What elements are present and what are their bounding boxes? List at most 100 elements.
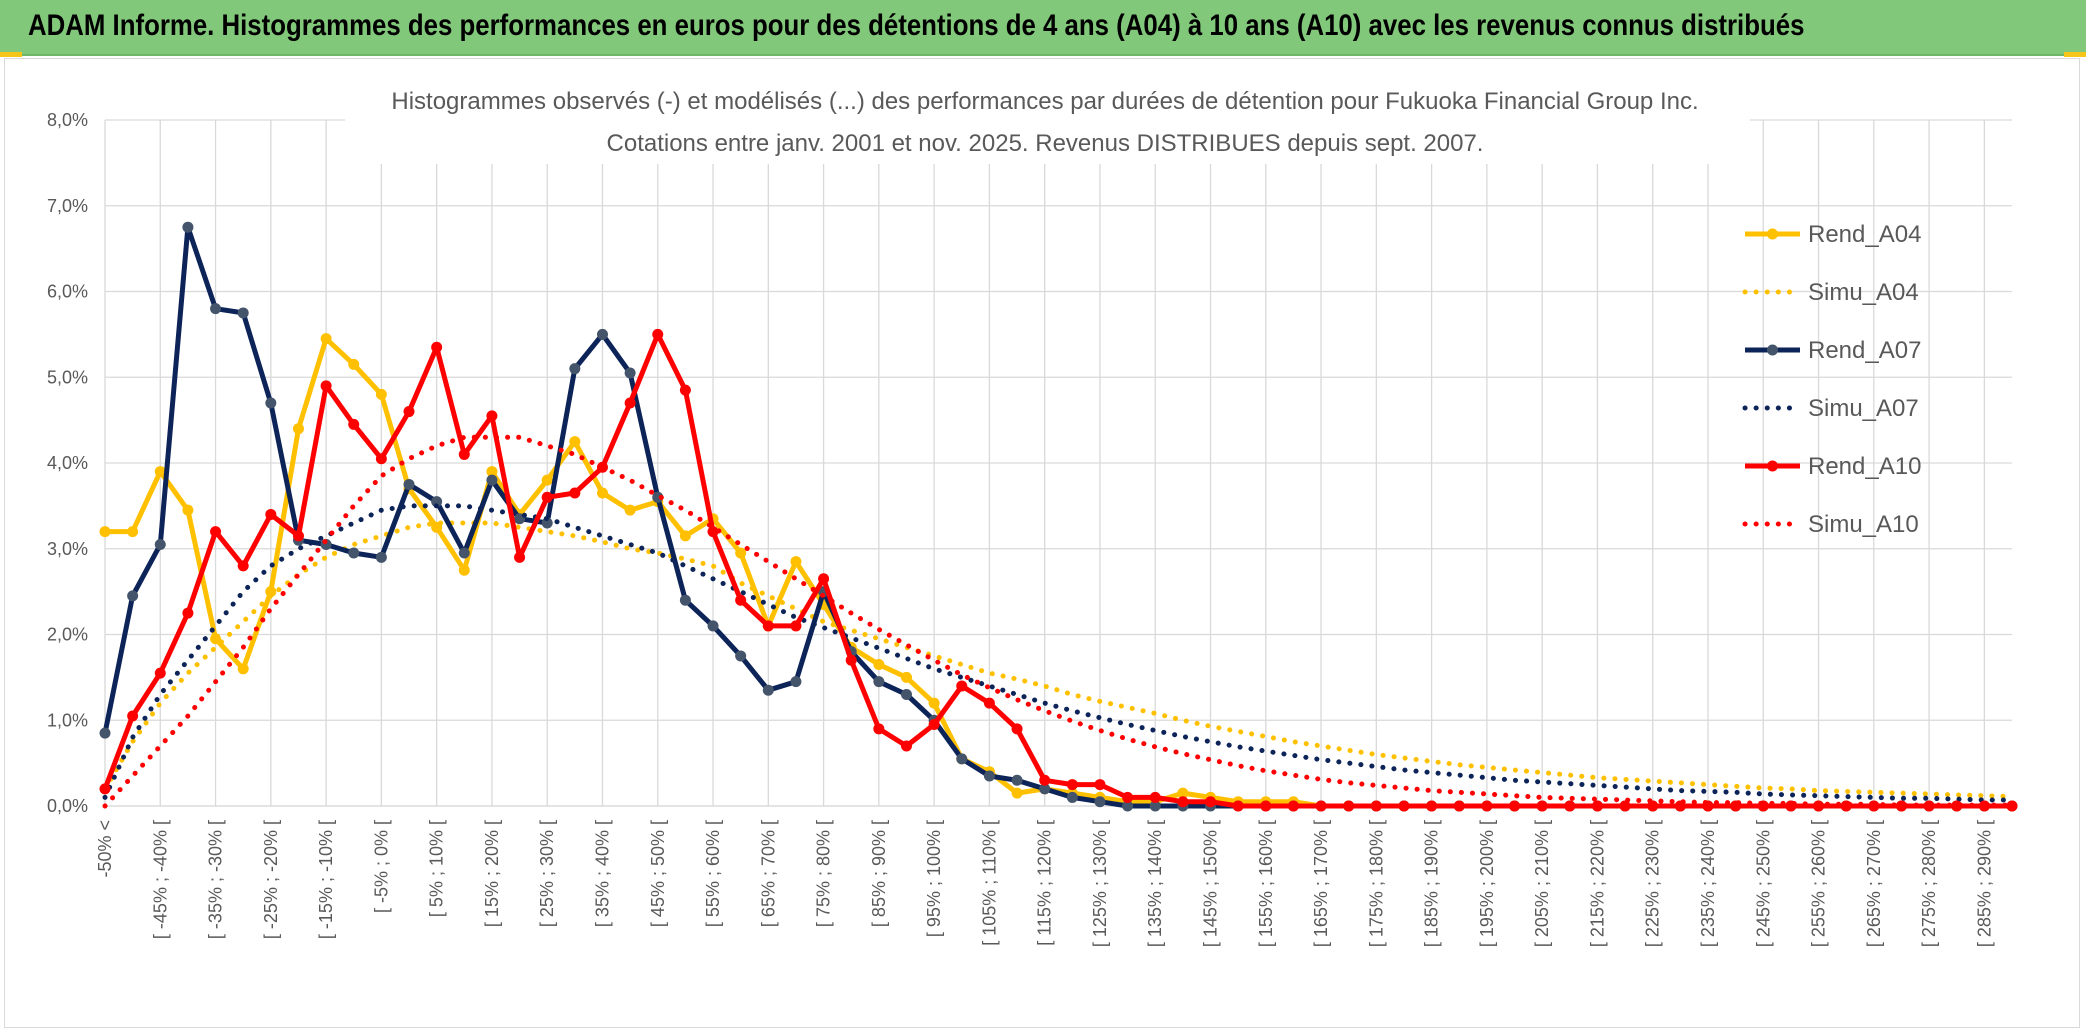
data-point: [99, 783, 111, 795]
y-tick-label: 2,0%: [47, 625, 88, 645]
x-tick-label: [ -45% ; -40% [: [150, 820, 170, 939]
data-point: [873, 723, 885, 735]
data-point: [1564, 800, 1576, 812]
data-point: [569, 363, 581, 375]
series-line-simu_a04: [102, 520, 2015, 800]
legend-item-rend_a04[interactable]: Rend_A04: [1745, 221, 1921, 248]
data-point: [1122, 800, 1134, 812]
series-line-rend_a04: [105, 336, 2012, 809]
legend-marker-rend_a04: [1767, 228, 1778, 240]
data-point: [1509, 800, 1521, 812]
data-point: [320, 380, 332, 392]
data-point: [320, 333, 332, 345]
legend-item-rend_a07[interactable]: Rend_A07: [1745, 337, 1921, 364]
data-point: [1066, 791, 1078, 803]
data-point: [900, 671, 912, 683]
data-point: [983, 697, 995, 709]
data-point: [154, 466, 166, 478]
x-tick-label: [ 85% ; 90% [: [869, 820, 889, 927]
data-point: [1177, 796, 1189, 808]
legend[interactable]: Rend_A04 Simu_A04 Rend_A07 Simu_A07 Rend_A10…: [1742, 221, 1921, 538]
data-point: [873, 659, 885, 671]
x-tick-label: [ 245% ; 250% [: [1753, 820, 1773, 947]
y-tick-label: 8,0%: [47, 110, 88, 130]
data-point: [1591, 800, 1603, 812]
legend-item-simu_a07[interactable]: Simu_A07: [1742, 395, 1919, 422]
series-line-rend_a10: [102, 331, 2012, 809]
data-point: [348, 418, 360, 430]
data-point: [541, 474, 553, 486]
chart-title-line-2: Cotations entre janv. 2001 et nov. 2025.…: [607, 130, 1484, 157]
data-point: [569, 436, 581, 448]
grid: [104, 119, 2012, 807]
x-tick-label: [ 45% ; 50% [: [648, 820, 668, 927]
legend-item-simu_a10[interactable]: Simu_A10: [1742, 511, 1919, 538]
data-point: [514, 551, 526, 563]
data-point: [679, 384, 691, 396]
data-point: [652, 328, 664, 340]
series: [99, 221, 2018, 812]
data-point: [569, 487, 581, 499]
data-point: [541, 491, 553, 503]
corner-accent-left: [0, 52, 22, 57]
x-tick-label: [ -5% ; 0% [: [371, 820, 391, 913]
data-point: [1094, 796, 1106, 808]
data-point: [707, 620, 719, 632]
data-point: [127, 590, 139, 602]
x-tick-label: [ 105% ; 110% [: [979, 820, 999, 946]
data-point: [375, 388, 387, 400]
x-tick-label: [ 5% ; 10% [: [427, 820, 447, 917]
x-tick-label: [ 55% ; 60% [: [703, 820, 723, 927]
data-point: [1232, 800, 1244, 812]
data-point: [182, 607, 194, 619]
data-point: [1370, 800, 1382, 812]
x-tick-label: [ 285% ; 290% [: [1974, 820, 1994, 947]
x-axis: -50% < [ -45% ; -40% [[ -35% ; -30% [[ -2…: [95, 805, 2012, 947]
data-point: [790, 620, 802, 632]
x-tick-label: [ -25% ; -20% [: [261, 820, 281, 939]
x-tick-label: [ 95% ; 100% [: [924, 820, 944, 937]
data-point: [652, 491, 664, 503]
data-point: [265, 586, 277, 598]
x-tick-label: [ 205% ; 210% [: [1532, 820, 1552, 947]
data-point: [1426, 800, 1438, 812]
series-rend_a07: [99, 221, 2018, 812]
data-point: [1536, 800, 1548, 812]
x-tick-label: [ 125% ; 130% [: [1090, 820, 1110, 947]
data-point: [292, 423, 304, 435]
data-point: [127, 526, 139, 538]
data-point: [486, 466, 498, 478]
series-rend_a04: [99, 333, 2018, 812]
data-point: [1205, 796, 1217, 808]
data-point: [1011, 787, 1023, 799]
data-point: [900, 740, 912, 752]
legend-item-rend_a10[interactable]: Rend_A10: [1745, 453, 1921, 480]
data-point: [735, 594, 747, 606]
data-point: [237, 663, 249, 675]
data-point: [431, 341, 443, 353]
data-point: [99, 526, 111, 538]
series-simu_a04: [102, 520, 2015, 800]
data-point: [458, 564, 470, 576]
data-point: [873, 676, 885, 688]
data-point: [1149, 800, 1161, 812]
series-line-simu_a07: [102, 503, 2015, 803]
series-line-rend_a07: [102, 224, 2012, 809]
data-point: [154, 667, 166, 679]
x-tick-label: [ -35% ; -30% [: [206, 820, 226, 939]
x-tick-label: [ 155% ; 160% [: [1256, 820, 1276, 947]
data-point: [679, 594, 691, 606]
chart-title-background: [345, 82, 1750, 164]
data-point: [1039, 774, 1051, 786]
data-point: [818, 573, 830, 585]
data-point: [486, 474, 498, 486]
data-point: [679, 530, 691, 542]
x-tick-label: [ 185% ; 190% [: [1422, 820, 1442, 947]
legend-item-simu_a04[interactable]: Simu_A04: [1742, 279, 1919, 306]
legend-label-rend_a10: Rend_A10: [1808, 453, 1921, 480]
data-point: [1260, 800, 1272, 812]
data-point: [1343, 800, 1355, 812]
legend-label-rend_a07: Rend_A07: [1808, 337, 1921, 364]
data-point: [403, 478, 415, 490]
